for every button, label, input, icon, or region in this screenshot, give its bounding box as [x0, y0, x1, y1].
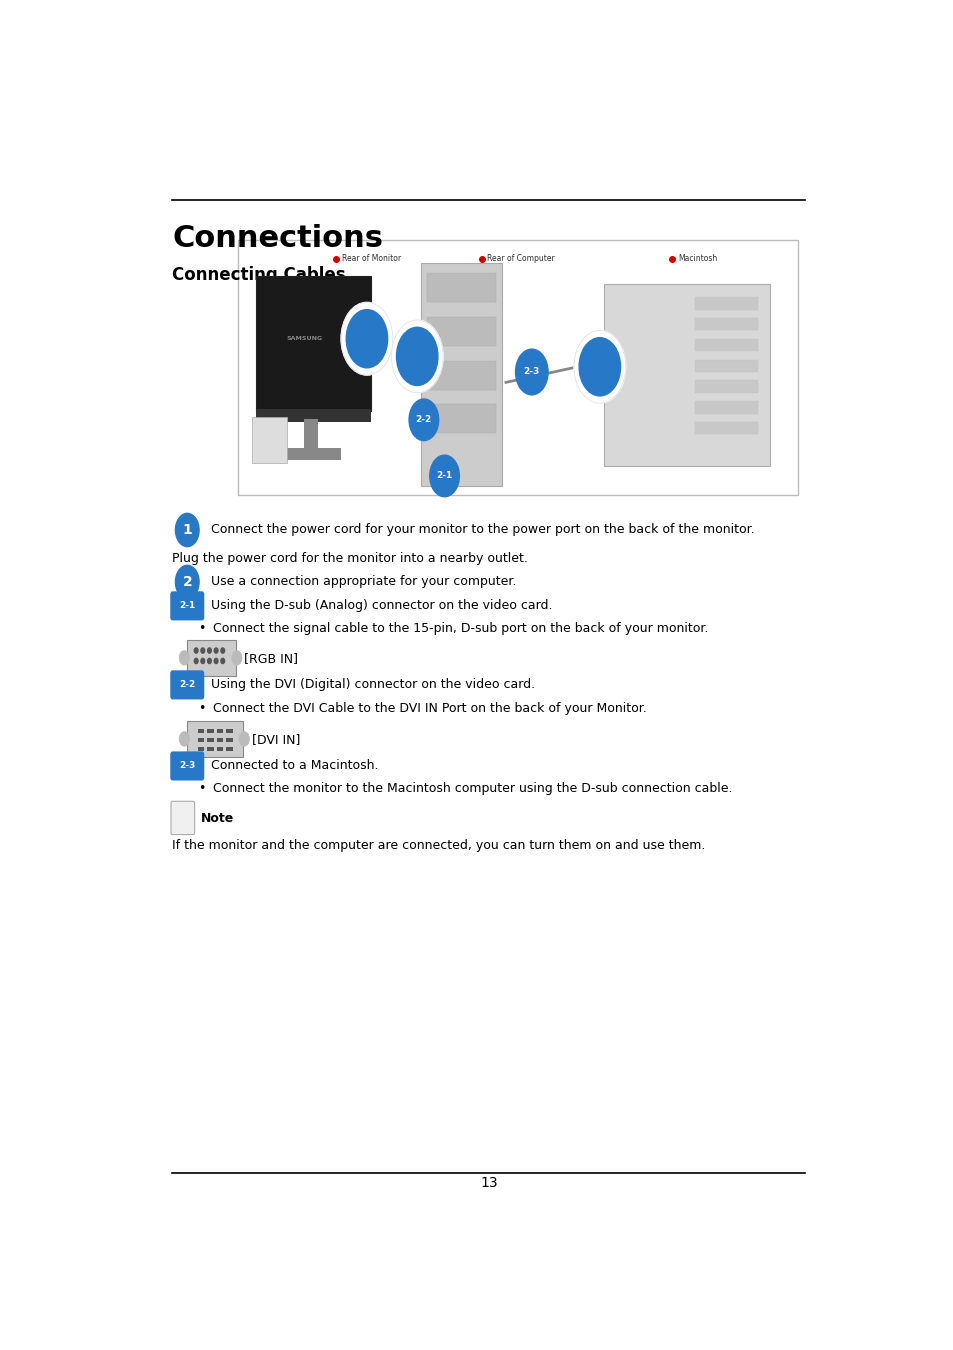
Text: •: •: [198, 782, 206, 795]
FancyBboxPatch shape: [695, 359, 758, 373]
FancyBboxPatch shape: [695, 319, 758, 331]
Circle shape: [208, 648, 211, 653]
FancyBboxPatch shape: [187, 721, 243, 756]
Text: SAMSUNG: SAMSUNG: [286, 336, 322, 342]
FancyBboxPatch shape: [170, 591, 204, 621]
Circle shape: [175, 566, 199, 598]
Text: 13: 13: [479, 1176, 497, 1189]
Circle shape: [346, 309, 387, 367]
FancyBboxPatch shape: [426, 273, 496, 302]
FancyBboxPatch shape: [170, 752, 204, 780]
FancyBboxPatch shape: [197, 738, 204, 742]
Circle shape: [574, 331, 625, 404]
FancyBboxPatch shape: [304, 418, 317, 450]
Text: Rear of Computer: Rear of Computer: [487, 254, 555, 263]
FancyBboxPatch shape: [226, 729, 233, 733]
Circle shape: [239, 732, 249, 747]
Text: Use a connection appropriate for your computer.: Use a connection appropriate for your co…: [211, 575, 516, 589]
FancyBboxPatch shape: [226, 748, 233, 752]
Circle shape: [214, 659, 217, 664]
FancyBboxPatch shape: [207, 729, 213, 733]
Text: Rear of Monitor: Rear of Monitor: [341, 254, 400, 263]
Circle shape: [341, 302, 393, 375]
FancyBboxPatch shape: [207, 738, 213, 742]
Circle shape: [221, 648, 224, 653]
Circle shape: [175, 513, 199, 547]
Circle shape: [208, 659, 211, 664]
Text: 2-3: 2-3: [179, 761, 195, 771]
FancyBboxPatch shape: [695, 401, 758, 413]
Text: [RGB IN]: [RGB IN]: [244, 652, 298, 666]
Text: Macintosh: Macintosh: [678, 254, 717, 263]
Circle shape: [179, 651, 190, 666]
Circle shape: [409, 400, 438, 440]
FancyBboxPatch shape: [603, 284, 769, 466]
Text: If the monitor and the computer are connected, you can turn them on and use them: If the monitor and the computer are conn…: [172, 840, 705, 852]
Circle shape: [201, 648, 205, 653]
FancyBboxPatch shape: [187, 640, 235, 675]
FancyBboxPatch shape: [695, 381, 758, 393]
Text: Plug the power cord for the monitor into a nearby outlet.: Plug the power cord for the monitor into…: [172, 552, 528, 564]
FancyBboxPatch shape: [197, 729, 204, 733]
FancyBboxPatch shape: [226, 738, 233, 742]
Text: Connected to a Macintosh.: Connected to a Macintosh.: [211, 760, 378, 772]
Circle shape: [221, 659, 224, 664]
FancyBboxPatch shape: [207, 748, 213, 752]
Text: •: •: [198, 702, 206, 716]
FancyBboxPatch shape: [237, 240, 797, 494]
Text: 2-1: 2-1: [436, 471, 453, 481]
Circle shape: [232, 651, 242, 666]
FancyBboxPatch shape: [252, 417, 287, 463]
Text: Using the D-sub (Analog) connector on the video card.: Using the D-sub (Analog) connector on th…: [211, 599, 552, 613]
FancyBboxPatch shape: [170, 671, 204, 699]
Text: 2-2: 2-2: [179, 680, 195, 690]
Text: Connect the monitor to the Macintosh computer using the D-sub connection cable.: Connect the monitor to the Macintosh com…: [213, 782, 732, 795]
Text: 2-2: 2-2: [416, 416, 432, 424]
Circle shape: [396, 327, 437, 386]
Text: [DVI IN]: [DVI IN]: [252, 733, 299, 747]
Text: 1: 1: [182, 522, 192, 537]
Text: 2: 2: [182, 575, 192, 589]
Text: Connecting Cables: Connecting Cables: [172, 266, 346, 283]
Text: Using the DVI (Digital) connector on the video card.: Using the DVI (Digital) connector on the…: [211, 678, 535, 691]
FancyBboxPatch shape: [216, 748, 223, 752]
Circle shape: [578, 338, 619, 396]
FancyBboxPatch shape: [695, 297, 758, 309]
Text: Note: Note: [200, 813, 233, 825]
FancyBboxPatch shape: [426, 360, 496, 390]
Circle shape: [214, 648, 217, 653]
FancyBboxPatch shape: [277, 448, 340, 460]
FancyBboxPatch shape: [426, 404, 496, 433]
FancyBboxPatch shape: [197, 748, 204, 752]
Text: Connect the signal cable to the 15-pin, D-sub port on the back of your monitor.: Connect the signal cable to the 15-pin, …: [213, 622, 708, 636]
Circle shape: [201, 659, 205, 664]
Text: Connect the DVI Cable to the DVI IN Port on the back of your Monitor.: Connect the DVI Cable to the DVI IN Port…: [213, 702, 646, 716]
Text: ✎: ✎: [177, 813, 188, 825]
Circle shape: [391, 320, 442, 393]
FancyBboxPatch shape: [695, 421, 758, 435]
Text: •: •: [198, 622, 206, 636]
Circle shape: [430, 455, 459, 497]
Text: 2-1: 2-1: [179, 601, 195, 610]
FancyBboxPatch shape: [695, 339, 758, 351]
Circle shape: [179, 732, 190, 747]
FancyBboxPatch shape: [216, 738, 223, 742]
FancyBboxPatch shape: [171, 802, 194, 834]
Text: 2-3: 2-3: [523, 367, 539, 377]
Circle shape: [194, 648, 198, 653]
Circle shape: [194, 659, 198, 664]
Text: Connect the power cord for your monitor to the power port on the back of the mon: Connect the power cord for your monitor …: [211, 524, 754, 536]
FancyBboxPatch shape: [255, 409, 370, 421]
FancyBboxPatch shape: [255, 277, 370, 412]
FancyBboxPatch shape: [420, 263, 501, 486]
FancyBboxPatch shape: [426, 317, 496, 346]
FancyBboxPatch shape: [216, 729, 223, 733]
Text: Connections: Connections: [172, 224, 383, 254]
Circle shape: [515, 350, 547, 394]
